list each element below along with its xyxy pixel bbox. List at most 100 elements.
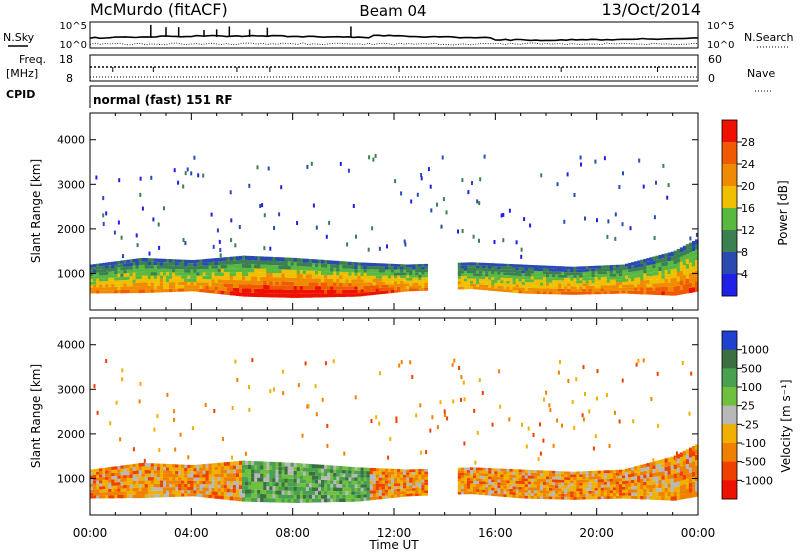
power-echo-cell	[375, 263, 380, 267]
velocity-echo-cell	[339, 487, 343, 492]
beam-title: Beam 04	[359, 2, 426, 20]
velocity-echo-cell	[223, 492, 228, 496]
power-echo-cell	[163, 275, 167, 279]
power-echo-cell	[688, 277, 693, 283]
velocity-speckle	[476, 430, 479, 435]
velocity-echo-cell	[679, 466, 684, 472]
power-echo-cell	[515, 270, 520, 273]
power-echo-cell	[515, 281, 520, 285]
power-echo-cell	[646, 283, 650, 288]
power-speckle	[95, 175, 98, 180]
velocity-echo-cell	[333, 494, 337, 499]
velocity-echo-cell	[211, 487, 216, 492]
power-echo-cell	[579, 289, 583, 292]
power-echo-cell	[652, 291, 656, 295]
power-echo-cell	[205, 282, 210, 286]
velocity-echo-cell	[272, 470, 276, 475]
velocity-echo-cell	[208, 477, 213, 481]
power-echo-cell	[558, 274, 562, 278]
power-echo-cell	[640, 287, 644, 291]
velocity-echo-cell	[685, 464, 690, 469]
velocity-echo-cell	[369, 477, 374, 481]
velocity-echo-cell	[567, 482, 571, 486]
velocity-echo-cell	[421, 477, 425, 480]
velocity-echo-cell	[141, 494, 146, 498]
power-echo-cell	[555, 291, 559, 295]
power-echo-cell	[582, 283, 587, 286]
nsky-tick-high: 10^5	[60, 21, 87, 32]
power-speckle	[367, 247, 370, 252]
velocity-echo-cell	[208, 494, 213, 499]
power-echo-cell	[543, 268, 547, 272]
power-speckle	[378, 246, 381, 251]
velocity-echo-cell	[378, 486, 383, 490]
velocity-speckle	[582, 417, 585, 422]
velocity-echo-cell	[120, 465, 124, 469]
power-echo-cell	[114, 267, 118, 271]
colorbar-swatch	[722, 461, 737, 481]
power-echo-cell	[615, 282, 620, 285]
power-echo-cell	[539, 288, 544, 292]
power-echo-cell	[570, 286, 574, 290]
velocity-echo-cell	[318, 483, 322, 488]
power-echo-cell	[552, 280, 556, 283]
power-echo-cell	[330, 282, 334, 287]
power-echo-cell	[688, 242, 693, 248]
power-echo-cell	[539, 291, 544, 295]
velocity-echo-cell	[588, 490, 593, 494]
velocity-speckle	[592, 446, 595, 451]
power-echo-cell	[117, 273, 121, 278]
velocity-echo-cell	[205, 494, 210, 498]
velocity-echo-cell	[311, 468, 316, 472]
power-echo-cell	[600, 288, 605, 292]
velocity-echo-cell	[315, 475, 319, 480]
velocity-echo-cell	[691, 492, 696, 498]
power-echo-cell	[400, 275, 404, 279]
power-echo-cell	[321, 263, 325, 268]
velocity-echo-cell	[245, 493, 249, 498]
velocity-echo-cell	[150, 494, 155, 498]
velocity-speckle	[332, 359, 335, 364]
power-echo-cell	[181, 278, 185, 282]
velocity-echo-cell	[460, 470, 465, 473]
colorbar-tick-label: 4	[741, 268, 748, 281]
velocity-echo-cell	[284, 494, 289, 499]
power-echo-cell	[184, 262, 188, 267]
power-echo-cell	[141, 282, 146, 286]
velocity-echo-cell	[375, 471, 380, 475]
power-echo-cell	[248, 292, 252, 297]
power-echo-cell	[415, 272, 419, 275]
velocity-echo-cell	[606, 470, 611, 474]
power-echo-cell	[272, 261, 276, 265]
power-echo-cell	[281, 265, 286, 270]
velocity-echo-cell	[141, 469, 146, 474]
power-echo-cell	[111, 264, 115, 269]
power-echo-cell	[354, 262, 359, 266]
velocity-echo-cell	[406, 469, 410, 473]
power-speckle	[638, 158, 641, 163]
power-echo-cell	[375, 285, 380, 289]
velocity-speckle	[561, 423, 563, 428]
power-echo-cell	[546, 279, 550, 283]
power-echo-cell	[400, 267, 404, 270]
power-echo-cell	[494, 282, 498, 286]
power-echo-cell	[220, 287, 225, 291]
power-echo-cell	[460, 276, 465, 279]
velocity-echo-cell	[242, 497, 246, 502]
velocity-echo-cell	[90, 495, 94, 499]
velocity-echo-cell	[470, 491, 474, 495]
power-echo-cell	[99, 278, 103, 282]
velocity-echo-cell	[397, 469, 401, 472]
power-echo-cell	[467, 278, 471, 282]
power-echo-cell	[342, 261, 346, 265]
power-echo-cell	[199, 259, 203, 263]
power-echo-cell	[394, 278, 398, 282]
power-echo-cell	[691, 276, 696, 282]
power-echo-cell	[348, 293, 352, 297]
power-echo-cell	[102, 269, 106, 272]
velocity-echo-cell	[308, 475, 313, 480]
velocity-echo-cell	[518, 483, 523, 487]
velocity-echo-cell	[156, 487, 161, 491]
power-echo-cell	[579, 274, 583, 278]
power-echo-cell	[235, 284, 240, 288]
